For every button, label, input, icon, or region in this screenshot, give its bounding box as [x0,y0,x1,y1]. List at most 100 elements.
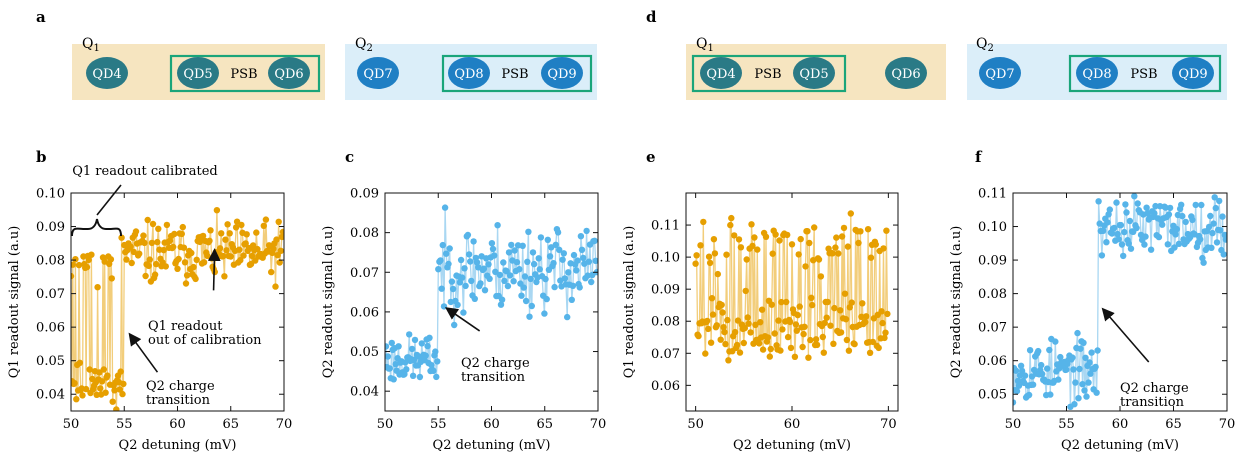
data-point [1207,212,1214,220]
data-point [153,260,160,268]
data-point [824,298,831,306]
data-point [791,353,799,360]
data-point [779,326,786,333]
y-tick-label: 0.08 [350,226,379,241]
data-point [1192,201,1199,209]
data-point [1025,391,1033,399]
data-point [1123,209,1130,216]
data-point [749,242,756,250]
data-point [468,277,475,285]
data-point [806,239,813,247]
data-point [248,252,256,260]
data-point [1113,199,1120,206]
data-point [516,266,523,273]
data-point [385,343,390,350]
data-point [719,309,726,316]
data-point [464,231,472,239]
data-point [550,260,557,267]
data-point [1076,365,1083,373]
data-point [815,256,823,263]
data-point [741,324,748,332]
data-point [525,228,532,235]
data-point [731,328,739,336]
data-point [1131,193,1138,200]
data-point [432,348,439,355]
data-point [735,236,743,243]
data-point [1082,354,1089,361]
data-point [1151,210,1158,217]
data-point [1074,329,1081,337]
data-point [171,230,178,238]
data-point [522,297,530,305]
data-point [388,339,395,347]
annotation-arrow [207,248,221,291]
quantum-dot-qd8 [1076,57,1118,89]
data-point [72,256,79,263]
data-point [574,257,581,264]
x-tick-label: 70 [590,417,607,432]
data-point [830,340,837,347]
data-point [1106,206,1114,213]
data-point [772,231,779,238]
data-point [734,317,742,324]
data-point [170,243,177,251]
data-point [460,309,467,316]
chart-e: 50 60 70 0.06 0.07 0.08 0.09 0.10 0.11 Q2 detunin… [622,192,899,453]
data-point [496,271,504,279]
data-point [857,228,864,235]
data-point [430,367,437,374]
data-point [807,336,814,344]
data-point [486,275,493,282]
data-point [577,233,585,240]
annotation-arrow [128,332,159,373]
q1-out-of-calibration-label: Q1 readout out of calibration [148,319,262,348]
data-point [506,272,514,279]
data-point [485,261,492,268]
data-point [804,228,811,235]
data-point [140,232,147,239]
data-point [541,310,548,317]
data-point [409,372,417,379]
data-point [799,343,806,351]
data-point [1125,240,1132,247]
data-point [123,256,130,263]
q2-charge-transition-label-b: Q2 charge transition [146,379,219,408]
data-point [1217,227,1224,234]
data-point [848,299,855,306]
psb-box [691,54,847,93]
data-point [1164,241,1172,248]
data-point [183,272,191,279]
y-tick-label: 0.09 [978,254,1007,269]
data-point [117,368,124,375]
data-point [802,263,809,270]
y-tick-label: 0.09 [36,220,65,235]
chart-b-title: Q1 readout calibrated [72,164,217,179]
data-point [1205,223,1213,231]
y-tick-label: 0.06 [651,379,680,394]
data-point [793,327,800,334]
data-point [1133,224,1140,232]
data-point [1213,239,1221,246]
data-point [181,259,189,266]
data-point [1115,236,1122,243]
data-point [866,349,874,356]
data-point [83,263,91,271]
data-point [862,318,869,326]
data-point [254,245,261,253]
quantum-dot-qd7 [979,57,1021,89]
data-point [710,236,718,243]
data-point [113,406,120,411]
data-point [863,313,870,320]
data-point [795,251,802,258]
quantum-dot-qd7 [357,57,399,89]
data-point [401,371,408,378]
data-point [797,235,804,243]
panel-label-d: d [646,8,657,26]
data-point [705,253,713,260]
brace-pointer-line [96,184,122,216]
data-point [128,259,135,267]
data-point [1175,240,1183,247]
y-tick-label: 0.08 [651,315,680,330]
chart-c: 50 55 60 65 70 0.04 0.05 0.06 0.07 0.08 0.09 Q2 det… [321,187,606,454]
data-point [510,278,517,285]
